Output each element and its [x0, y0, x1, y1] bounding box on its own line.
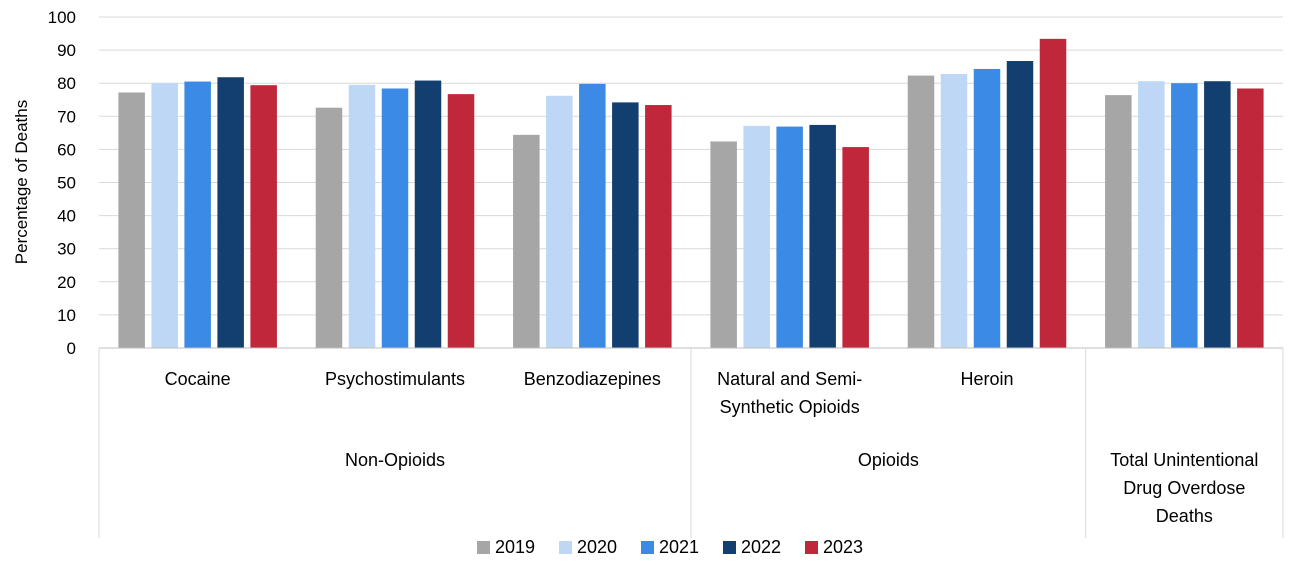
bar-2022-4	[1006, 61, 1034, 348]
bar-2022-2	[612, 102, 639, 348]
legend-label: 2020	[577, 537, 617, 557]
bar-2019-4	[907, 75, 935, 348]
legend-swatch-2020	[559, 541, 572, 554]
bars	[118, 38, 1264, 349]
y-tick-label: 80	[57, 74, 76, 93]
bar-2020-5	[1138, 81, 1165, 349]
y-tick-label: 90	[57, 41, 76, 60]
bar-2021-3	[776, 126, 803, 348]
bar-2019-0	[118, 92, 145, 348]
bar-2019-1	[315, 107, 343, 348]
bar-2022-3	[809, 124, 836, 348]
category-label: Natural and Semi-	[717, 369, 862, 389]
bar-2022-0	[217, 77, 244, 348]
group-label: Non-Opioids	[345, 450, 445, 470]
bar-2020-2	[546, 95, 573, 348]
bar-2019-2	[513, 134, 540, 348]
bar-2020-4	[940, 73, 968, 348]
bar-2022-1	[414, 80, 442, 348]
legend-label: 2019	[495, 537, 535, 557]
bar-2019-3	[710, 141, 737, 348]
legend-label: 2021	[659, 537, 699, 557]
bar-2020-3	[743, 125, 770, 348]
legend-label: 2023	[823, 537, 863, 557]
category-label: Cocaine	[165, 369, 231, 389]
legend-label: 2022	[741, 537, 781, 557]
x-axis: Cocaine Psychostimulants Benzodiazepines Na…	[98, 347, 1284, 538]
legend-swatch-2019	[477, 541, 490, 554]
y-tick-label: 10	[57, 306, 76, 325]
bar-2021-2	[579, 83, 606, 348]
group-label: Deaths	[1156, 506, 1213, 526]
bar-2021-5	[1171, 83, 1198, 348]
legend: 2019 2020 2021 2022 2023	[477, 537, 863, 557]
bar-2023-0	[250, 85, 277, 348]
gridlines	[99, 16, 1283, 316]
bar-2019-5	[1105, 95, 1132, 348]
y-tick-label: 40	[57, 207, 76, 226]
group-label: Drug Overdose	[1123, 478, 1245, 498]
group-label: Total Unintentional	[1110, 450, 1258, 470]
bar-2023-1	[447, 94, 475, 348]
group-label: Opioids	[858, 450, 919, 470]
legend-swatch-2023	[805, 541, 818, 554]
bar-2022-5	[1204, 81, 1231, 349]
y-axis-ticks: 0 10 20 30 40 50 60 70 80 90 100	[48, 8, 76, 358]
category-label: Heroin	[960, 369, 1013, 389]
legend-swatch-2022	[723, 541, 736, 554]
category-label: Synthetic Opioids	[720, 397, 860, 417]
bar-2023-3	[842, 147, 869, 348]
bar-2021-4	[973, 68, 1001, 348]
y-tick-label: 100	[48, 8, 76, 27]
bar-2020-0	[151, 83, 178, 348]
y-tick-label: 70	[57, 107, 76, 126]
category-label: Benzodiazepines	[524, 369, 661, 389]
y-tick-label: 60	[57, 140, 76, 159]
y-tick-label: 50	[57, 174, 76, 193]
legend-swatch-2021	[641, 541, 654, 554]
bar-2020-1	[348, 84, 376, 348]
bar-2023-2	[645, 105, 672, 349]
bar-2023-5	[1237, 88, 1264, 348]
bar-2021-1	[381, 88, 409, 348]
y-tick-label: 30	[57, 240, 76, 259]
y-tick-label: 20	[57, 273, 76, 292]
y-axis-title: Percentage of Deaths	[12, 100, 31, 264]
y-tick-label: 0	[67, 339, 76, 358]
bar-2023-4	[1039, 38, 1067, 348]
bar-2021-0	[184, 81, 211, 349]
category-label: Psychostimulants	[325, 369, 465, 389]
